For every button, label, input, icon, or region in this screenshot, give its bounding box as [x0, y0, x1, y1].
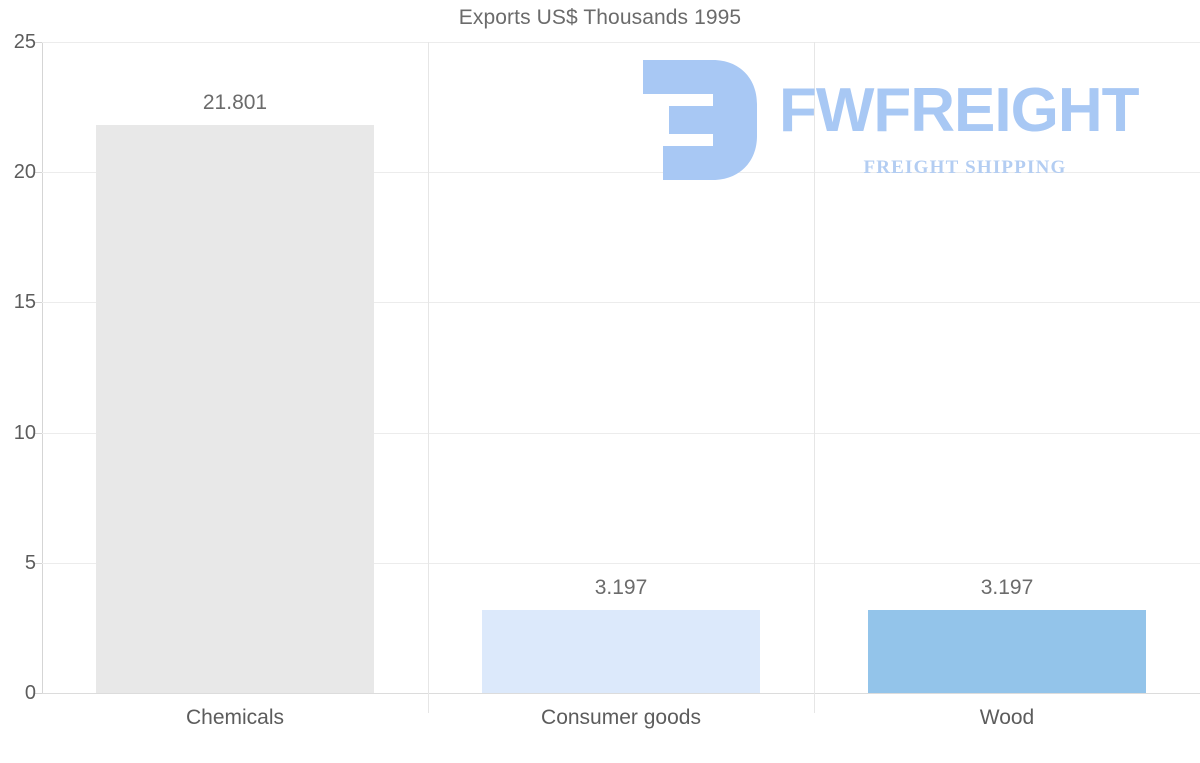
y-tick-label: 0 [24, 682, 36, 704]
category-label: Consumer goods [541, 706, 701, 729]
gridline [34, 302, 1200, 304]
y-tick-mark [34, 432, 42, 434]
bar[interactable] [868, 609, 1146, 693]
y-tick-mark [34, 172, 42, 174]
y-tick-mark [34, 302, 42, 304]
y-tick-label: 20 [13, 161, 36, 184]
bar-value-label: 21.801 [202, 91, 268, 115]
plot-area [34, 42, 1200, 713]
bar-value-label: 3.197 [980, 575, 1034, 599]
category-divider [814, 42, 815, 713]
y-tick-mark [34, 562, 42, 564]
gridline [34, 432, 1200, 434]
chart-title: Exports US$ Thousands 1995 [458, 6, 742, 29]
category-label: Wood [979, 706, 1035, 729]
y-tick-mark [34, 693, 42, 694]
y-tick-label: 5 [24, 551, 36, 574]
gridline [34, 172, 1200, 174]
bar[interactable] [482, 609, 760, 693]
y-tick-label: 15 [13, 291, 36, 314]
category-divider [428, 42, 429, 713]
gridline [34, 42, 1200, 43]
bar[interactable] [96, 125, 374, 693]
y-tick-mark [34, 42, 42, 43]
y-tick-label: 10 [13, 421, 36, 444]
y-axis-line [42, 42, 43, 694]
y-tick-label: 25 [13, 31, 36, 53]
gridline [34, 562, 1200, 564]
bar-value-label: 3.197 [594, 575, 648, 599]
category-label: Chemicals [185, 706, 285, 729]
gridline [34, 693, 1200, 694]
